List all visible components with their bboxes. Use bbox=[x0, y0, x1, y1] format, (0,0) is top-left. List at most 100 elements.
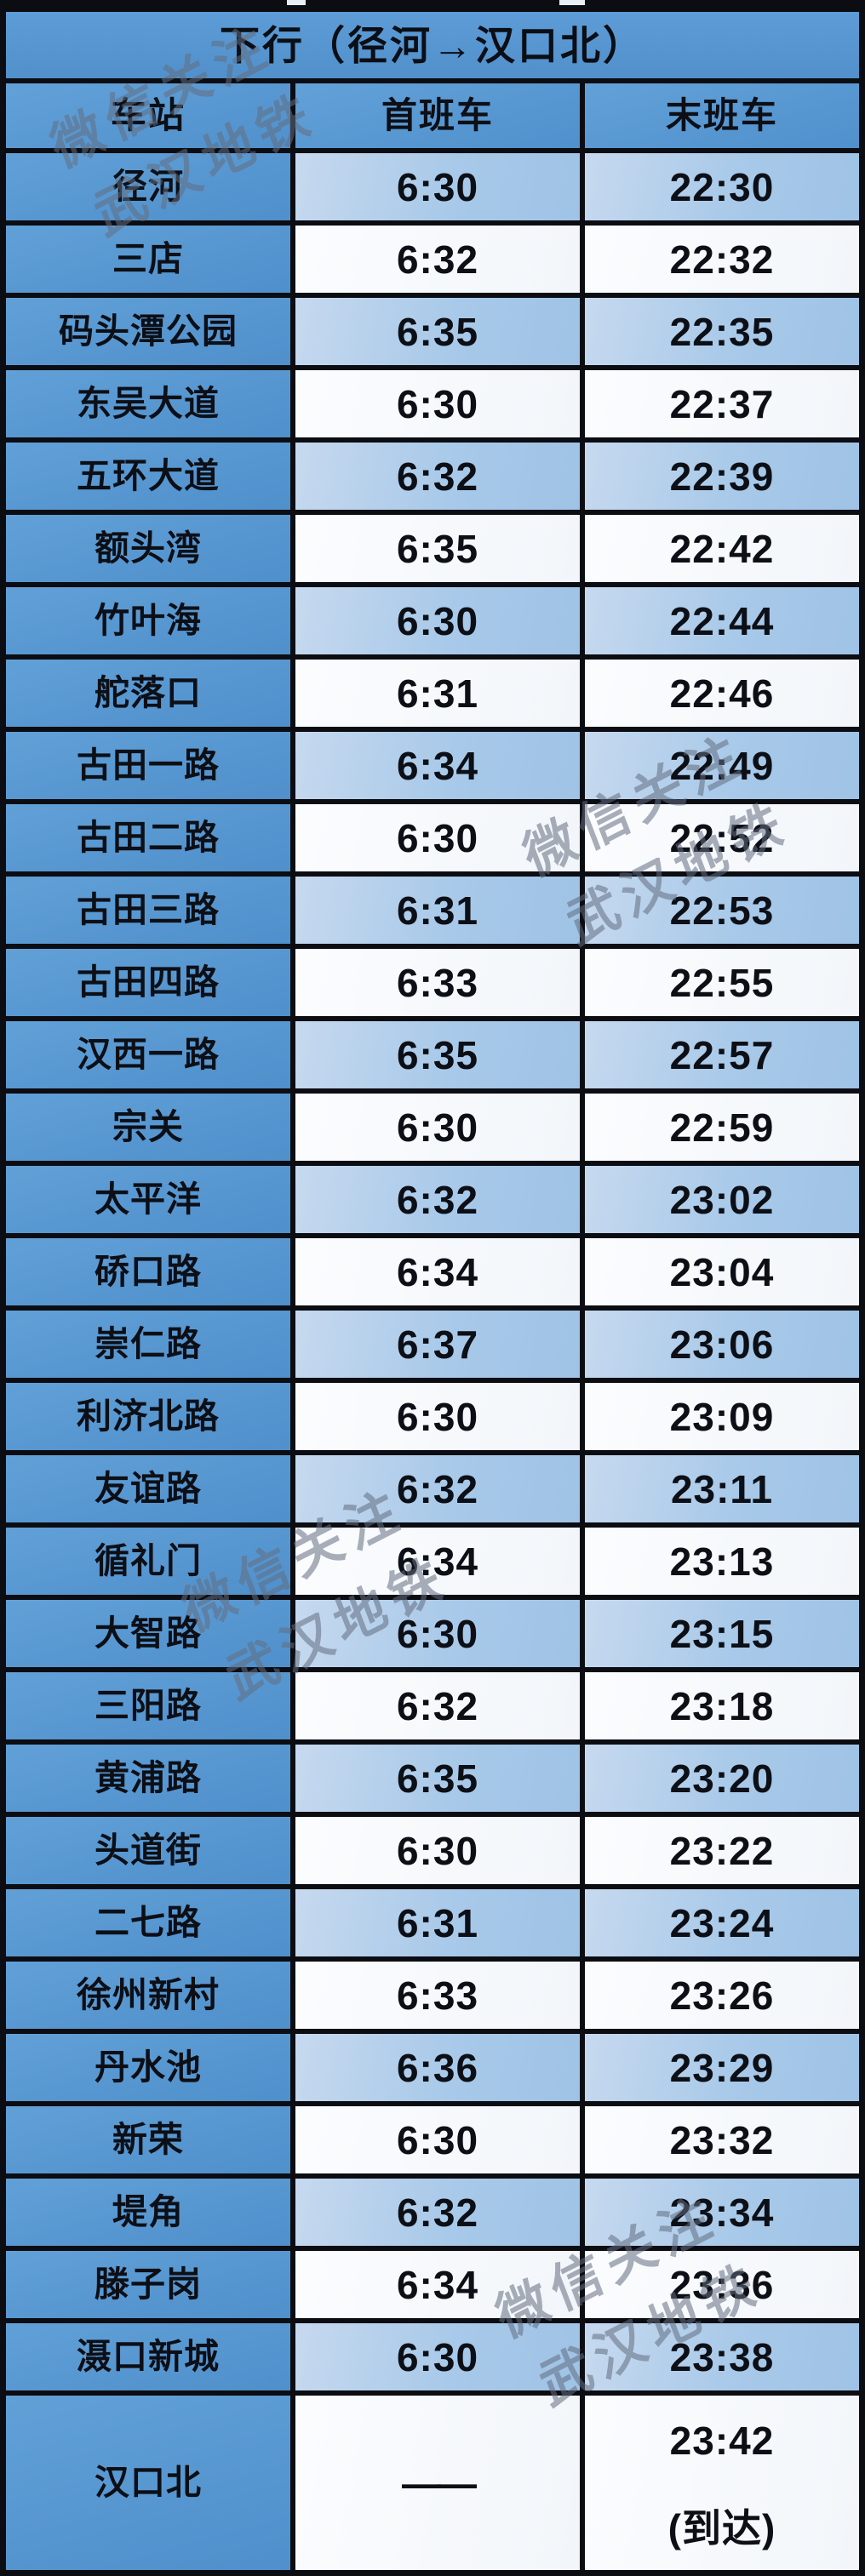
first-train-time: 6:30 bbox=[295, 1817, 580, 1884]
first-train-time: 6:30 bbox=[295, 587, 580, 654]
table-row: 友谊路 6:32 23:11 bbox=[6, 1455, 859, 1522]
table-row: 三店 6:32 22:32 bbox=[6, 226, 859, 293]
table-row: 古田一路 6:34 22:49 bbox=[6, 732, 859, 799]
first-train-time: 6:35 bbox=[295, 1745, 580, 1812]
station-name: 友谊路 bbox=[6, 1455, 290, 1522]
last-train-time: 23:26 bbox=[585, 1962, 859, 2029]
station-name: 三阳路 bbox=[6, 1672, 290, 1739]
last-train-time: 23:24 bbox=[585, 1889, 859, 1956]
last-train-time: 22:39 bbox=[585, 443, 859, 510]
table-row: 头道街 6:30 23:22 bbox=[6, 1817, 859, 1884]
first-train-time: 6:37 bbox=[295, 1311, 580, 1378]
first-train-time: 6:35 bbox=[295, 1021, 580, 1088]
table-title: 下行（径河→汉口北） bbox=[6, 12, 859, 78]
last-train-time: 23:18 bbox=[585, 1672, 859, 1739]
table-row: 宗关 6:30 22:59 bbox=[6, 1094, 859, 1161]
last-train-time: 22:32 bbox=[585, 226, 859, 293]
first-train-time: 6:34 bbox=[295, 2251, 580, 2318]
first-train-time: 6:31 bbox=[295, 877, 580, 944]
first-train-time: 6:30 bbox=[295, 1600, 580, 1667]
first-train-time: 6:30 bbox=[295, 804, 580, 871]
table-row: 二七路 6:31 23:24 bbox=[6, 1889, 859, 1956]
station-name: 古田四路 bbox=[6, 949, 290, 1016]
last-train-time: 23:11 bbox=[585, 1455, 859, 1522]
first-train-time: 6:34 bbox=[295, 1528, 580, 1595]
first-train-time: 6:30 bbox=[295, 1094, 580, 1161]
table-row: 古田三路 6:31 22:53 bbox=[6, 877, 859, 944]
station-name: 汉西一路 bbox=[6, 1021, 290, 1088]
last-train-time: 23:36 bbox=[585, 2251, 859, 2318]
first-train-none: —— bbox=[295, 2396, 580, 2570]
last-train-time: 22:52 bbox=[585, 804, 859, 871]
header-row: 车站 首班车 末班车 bbox=[6, 83, 859, 148]
first-train-time: 6:30 bbox=[295, 370, 580, 437]
table-row: 硚口路 6:34 23:04 bbox=[6, 1238, 859, 1305]
title-row: 下行（径河→汉口北） bbox=[6, 12, 859, 78]
first-train-time: 6:30 bbox=[295, 2106, 580, 2173]
table-row: 大智路 6:30 23:15 bbox=[6, 1600, 859, 1667]
column-header-station: 车站 bbox=[6, 83, 290, 148]
first-train-time: 6:35 bbox=[295, 515, 580, 582]
column-header-last-train: 末班车 bbox=[585, 83, 859, 148]
station-name: 径河 bbox=[6, 153, 290, 220]
last-train-arrival: 23:42 (到达) bbox=[585, 2396, 859, 2570]
last-train-time: 23:15 bbox=[585, 1600, 859, 1667]
table-row: 码头潭公园 6:35 22:35 bbox=[6, 298, 859, 365]
table-row-terminal: 汉口北 —— 23:42 (到达) bbox=[6, 2396, 859, 2570]
station-name: 崇仁路 bbox=[6, 1311, 290, 1378]
station-name: 黄浦路 bbox=[6, 1745, 290, 1812]
column-header-first-train: 首班车 bbox=[295, 83, 580, 148]
station-name: 三店 bbox=[6, 226, 290, 293]
last-train-time: 23:38 bbox=[585, 2323, 859, 2390]
last-train-time: 22:35 bbox=[585, 298, 859, 365]
table-row: 循礼门 6:34 23:13 bbox=[6, 1528, 859, 1595]
first-train-time: 6:32 bbox=[295, 1166, 580, 1233]
station-name: 滕子岗 bbox=[6, 2251, 290, 2318]
last-train-time: 23:09 bbox=[585, 1383, 859, 1450]
first-train-time: 6:32 bbox=[295, 1672, 580, 1739]
station-name: 汉口北 bbox=[6, 2396, 290, 2570]
first-train-time: 6:36 bbox=[295, 2034, 580, 2101]
station-name: 大智路 bbox=[6, 1600, 290, 1667]
last-train-time: 22:37 bbox=[585, 370, 859, 437]
last-train-time: 22:59 bbox=[585, 1094, 859, 1161]
last-train-time: 23:13 bbox=[585, 1528, 859, 1595]
first-train-time: 6:32 bbox=[295, 443, 580, 510]
table-row: 滕子岗 6:34 23:36 bbox=[6, 2251, 859, 2318]
last-train-time: 23:04 bbox=[585, 1238, 859, 1305]
last-train-time: 22:57 bbox=[585, 1021, 859, 1088]
first-train-time: 6:32 bbox=[295, 226, 580, 293]
table-row: 堤角 6:32 23:34 bbox=[6, 2179, 859, 2246]
last-train-time: 22:30 bbox=[585, 153, 859, 220]
first-train-time: 6:34 bbox=[295, 732, 580, 799]
first-train-time: 6:30 bbox=[295, 153, 580, 220]
last-train-time: 22:42 bbox=[585, 515, 859, 582]
last-train-time: 23:06 bbox=[585, 1311, 859, 1378]
first-train-time: 6:30 bbox=[295, 2323, 580, 2390]
border-notch bbox=[287, 0, 306, 5]
station-name: 堤角 bbox=[6, 2179, 290, 2246]
first-train-time: 6:34 bbox=[295, 1238, 580, 1305]
last-train-time: 23:32 bbox=[585, 2106, 859, 2173]
table-row: 古田二路 6:30 22:52 bbox=[6, 804, 859, 871]
last-train-time: 22:55 bbox=[585, 949, 859, 1016]
first-train-time: 6:30 bbox=[295, 1383, 580, 1450]
table-row: 崇仁路 6:37 23:06 bbox=[6, 1311, 859, 1378]
last-train-time: 22:44 bbox=[585, 587, 859, 654]
station-name: 头道街 bbox=[6, 1817, 290, 1884]
table-row: 径河 6:30 22:30 bbox=[6, 153, 859, 220]
first-train-time: 6:31 bbox=[295, 660, 580, 727]
arrival-time: 23:42 bbox=[669, 2419, 775, 2463]
table-row: 黄浦路 6:35 23:20 bbox=[6, 1745, 859, 1812]
station-name: 五环大道 bbox=[6, 443, 290, 510]
station-name: 宗关 bbox=[6, 1094, 290, 1161]
border-notch bbox=[559, 0, 585, 5]
table-row: 古田四路 6:33 22:55 bbox=[6, 949, 859, 1016]
station-name: 码头潭公园 bbox=[6, 298, 290, 365]
station-name: 古田一路 bbox=[6, 732, 290, 799]
table-row: 竹叶海 6:30 22:44 bbox=[6, 587, 859, 654]
station-name: 硚口路 bbox=[6, 1238, 290, 1305]
station-name: 舵落口 bbox=[6, 660, 290, 727]
station-name: 丹水池 bbox=[6, 2034, 290, 2101]
